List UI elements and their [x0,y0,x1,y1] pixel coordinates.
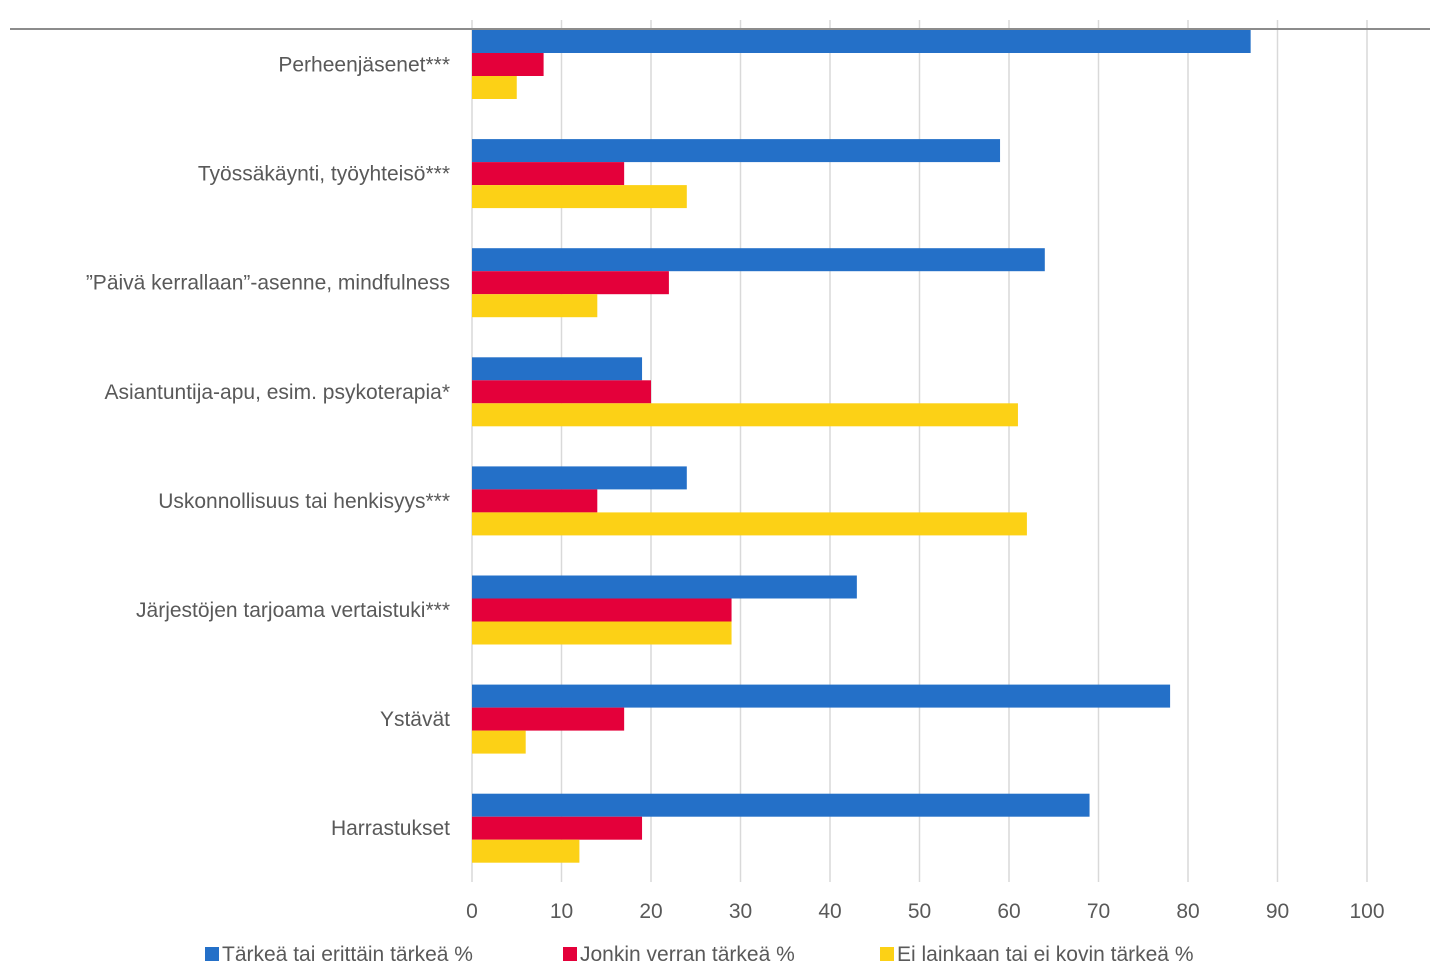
x-tick-label: 80 [1176,900,1199,923]
x-tick-label: 40 [818,900,841,923]
x-tick-label: 0 [466,900,478,923]
x-tick-label: 10 [550,900,573,923]
bar [472,684,1171,708]
x-tick-label: 90 [1266,900,1289,923]
bar [472,30,1251,53]
bar [472,185,687,209]
bar [472,598,732,622]
bar [472,839,580,863]
x-tick-label: 60 [997,900,1020,923]
legend-label: Ei lainkaan tai ei kovin tärkeä % [897,943,1194,966]
category-label: Perheenjäsenet*** [278,54,450,77]
bar [472,730,526,754]
x-tick-label: 20 [639,900,662,923]
bar [472,248,1045,272]
x-axis-tick-labels: 0 10 20 30 40 50 60 70 80 90 100 [466,900,1384,923]
category-label: Järjestöjen tarjoama vertaistuki*** [136,599,450,622]
bar [472,76,517,99]
legend: Tärkeä tai erittäin tärkeä % Jonkin verra… [205,943,1194,966]
legend-label: Jonkin verran tärkeä % [580,943,795,966]
category-label: Asiantuntija-apu, esim. psykoterapia* [104,381,450,404]
bar [472,294,598,318]
legend-swatch [880,947,894,961]
bar [472,357,643,381]
legend-swatch [205,947,219,961]
x-tick-label: 30 [729,900,752,923]
bar [472,139,1001,163]
category-label: Harrastukset [331,817,450,840]
category-label: ”Päivä kerrallaan”-asenne, mindfulness [86,272,450,295]
bar [472,466,687,490]
bar [472,816,643,840]
legend-swatch [563,947,577,961]
bar [472,271,669,295]
bars [472,30,1251,863]
bar [472,53,544,76]
category-label: Työssäkäynti, työyhteisö*** [198,163,450,186]
bar [472,380,651,404]
x-tick-label: 100 [1349,900,1384,923]
bar [472,512,1027,536]
category-labels: Perheenjäsenet*** Työssäkäynti, työyhteis… [86,54,450,841]
bar [472,793,1090,817]
category-label: Ystävät [380,708,450,731]
bar [472,162,625,186]
bar [472,489,598,513]
legend-label: Tärkeä tai erittäin tärkeä % [222,943,473,966]
bar [472,707,625,731]
bar [472,403,1018,427]
category-label: Uskonnollisuus tai henkisyys*** [158,490,450,513]
bar [472,621,732,645]
x-tick-label: 50 [908,900,931,923]
x-tick-label: 70 [1087,900,1110,923]
bar [472,575,857,599]
